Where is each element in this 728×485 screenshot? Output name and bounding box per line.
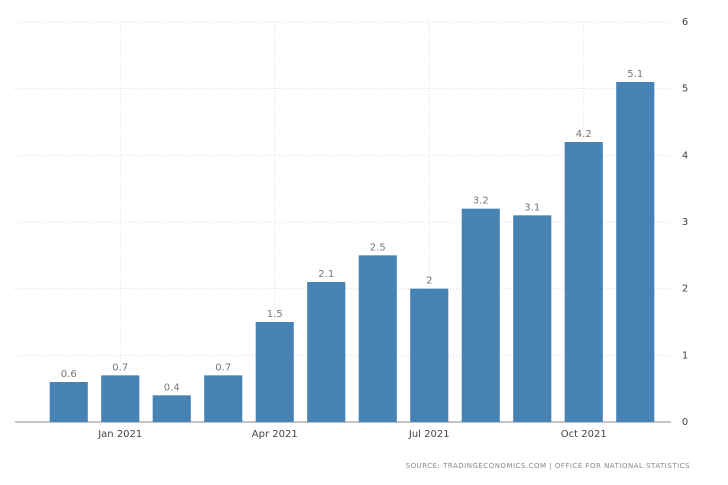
data-label: 0.7 <box>215 362 231 373</box>
bar <box>101 375 140 422</box>
y-tick-label: 4 <box>682 150 688 161</box>
data-label: 2 <box>426 276 432 287</box>
y-tick-label: 5 <box>682 84 688 95</box>
x-tick-label: Apr 2021 <box>252 429 298 440</box>
y-tick-label: 3 <box>682 217 688 228</box>
y-tick-label: 2 <box>682 284 688 295</box>
data-label: 4.2 <box>576 129 592 140</box>
bar <box>204 375 243 422</box>
data-label: 5.1 <box>627 69 643 80</box>
x-tick-label: Oct 2021 <box>561 429 607 440</box>
bar <box>410 288 449 422</box>
data-label: 0.4 <box>164 382 180 393</box>
data-label: 3.1 <box>524 202 540 213</box>
data-label: 0.6 <box>61 369 77 380</box>
bar <box>255 322 294 422</box>
data-label: 0.7 <box>112 362 128 373</box>
bar <box>358 255 397 422</box>
bar <box>307 282 346 422</box>
data-label: 2.1 <box>318 269 334 280</box>
bar <box>616 82 655 422</box>
data-label: 1.5 <box>267 309 283 320</box>
y-tick-label: 0 <box>682 417 688 428</box>
bar <box>564 142 603 422</box>
source-note: SOURCE: TRADINGECONOMICS.COM | OFFICE FO… <box>406 462 690 470</box>
x-tick-label: Jan 2021 <box>97 429 142 440</box>
bar <box>49 382 88 422</box>
y-tick-label: 6 <box>682 17 688 28</box>
data-label: 3.2 <box>473 196 489 207</box>
y-tick-label: 1 <box>682 350 688 361</box>
bar <box>513 215 552 422</box>
data-label: 2.5 <box>370 242 386 253</box>
bar <box>152 395 191 422</box>
bar <box>461 208 500 422</box>
x-tick-label: Jul 2021 <box>408 429 450 440</box>
